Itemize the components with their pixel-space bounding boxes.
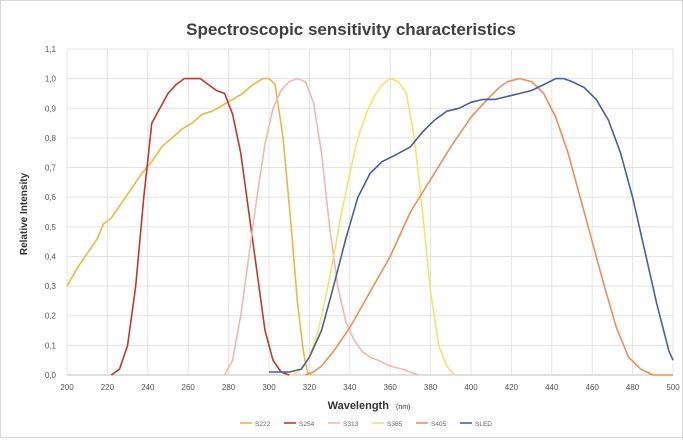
y-tick-label: 1,0: [45, 75, 57, 84]
series-line-s365: [292, 77, 456, 376]
y-tick-label: 0,7: [45, 164, 57, 173]
legend-label-s254: S254: [299, 421, 315, 428]
x-tick-label: 500: [666, 383, 680, 392]
gridlines: [66, 48, 674, 376]
x-tick-label: 300: [262, 383, 276, 392]
y-tick-label: 0,6: [45, 193, 57, 202]
x-axis-ticks: 200 220 240 260 280 300 320 340 360 380 400 420 440 4…: [60, 383, 680, 392]
y-tick-label: 0,4: [45, 252, 57, 261]
y-axis-ticks: 0,0 0,1 0,2 0,3 0,4 0,5 0,6 0,7 0,8 0,9 1,0 1,1: [45, 45, 57, 380]
legend-label-s222: S222: [255, 421, 271, 428]
legend-label-sled: SLED: [475, 421, 492, 428]
x-tick-label: 320: [303, 383, 317, 392]
series-line-sled: [269, 77, 674, 373]
chart-title: Spectroscopic sensitivity characteristic…: [186, 20, 516, 39]
legend-label-s365: S365: [387, 421, 403, 428]
y-tick-label: 0,5: [45, 223, 57, 232]
x-tick-label: 260: [182, 383, 196, 392]
x-tick-label: 420: [505, 383, 519, 392]
series-line-s313: [223, 77, 419, 376]
x-axis-label-text: Wavelength: [328, 400, 390, 412]
x-tick-label: 480: [626, 383, 640, 392]
series-line-s222: [66, 77, 312, 376]
y-axis-label: Relative Intensity: [19, 172, 30, 255]
y-tick-label: 0,9: [45, 104, 57, 113]
y-tick-label: 0,2: [45, 312, 57, 321]
legend: S222 S254 S313 S365 S405 SLED: [240, 421, 492, 428]
y-tick-label: 0,0: [45, 371, 57, 380]
legend-label-s405: S405: [431, 421, 447, 428]
y-tick-label: 0,3: [45, 282, 57, 291]
y-tick-label: 0,8: [45, 134, 57, 143]
x-tick-label: 340: [343, 383, 357, 392]
series-lines: [66, 77, 674, 376]
x-tick-label: 460: [586, 383, 600, 392]
x-tick-label: 440: [545, 383, 559, 392]
x-tick-label: 220: [101, 383, 115, 392]
x-tick-label: 380: [424, 383, 438, 392]
y-tick-label: 1,1: [45, 45, 57, 54]
x-axis-unit: (nm): [396, 404, 410, 411]
x-tick-label: 280: [222, 383, 236, 392]
y-tick-label: 0,1: [45, 341, 57, 350]
legend-label-s313: S313: [343, 421, 359, 428]
x-tick-label: 360: [384, 383, 398, 392]
x-tick-label: 400: [464, 383, 478, 392]
series-line-s254: [110, 77, 290, 376]
x-axis-label: Wavelength (nm): [328, 400, 411, 412]
x-tick-label: 240: [141, 383, 155, 392]
x-tick-label: 200: [60, 383, 74, 392]
series-line-s405: [305, 77, 673, 376]
